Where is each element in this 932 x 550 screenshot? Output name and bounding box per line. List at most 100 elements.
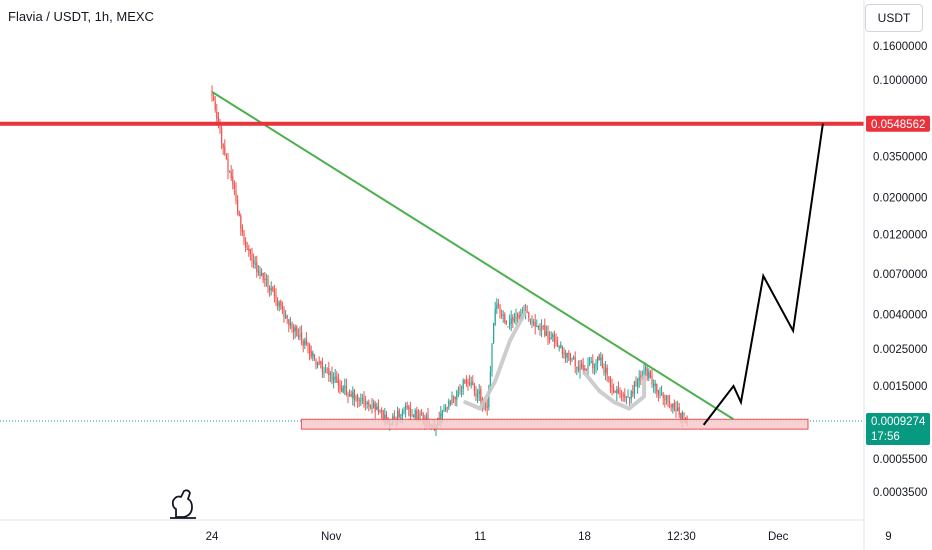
candle-body [401, 411, 403, 417]
candle-body [467, 382, 469, 384]
candle-body [485, 402, 487, 406]
candle-body [489, 371, 491, 391]
candle-body [333, 377, 335, 383]
candle-body [229, 171, 231, 173]
price-tick-label: 0.0003500 [873, 487, 927, 499]
candle-body [299, 334, 301, 338]
candle-body [281, 304, 283, 310]
candle-body [238, 210, 240, 217]
candle-body [240, 215, 242, 229]
candle-body [461, 390, 463, 392]
candle-body [579, 364, 581, 372]
candle-body [393, 416, 395, 419]
candle-body [486, 405, 488, 408]
candle-body [345, 386, 347, 395]
candle-body [363, 397, 365, 404]
candle-body [270, 288, 272, 291]
candle-body [315, 360, 317, 366]
candle-body [413, 415, 415, 418]
candle-body [227, 158, 229, 172]
candle-body [571, 358, 573, 360]
candle-body [597, 356, 599, 363]
candle-body [445, 408, 447, 411]
candle-body [512, 316, 514, 321]
candle-body [587, 365, 589, 370]
candle-body [384, 414, 386, 419]
candle-body [331, 372, 333, 381]
candle-body [254, 263, 256, 265]
candle-body [336, 376, 338, 383]
candle-body [349, 393, 351, 396]
candle-body [373, 402, 375, 408]
current-price-label: 0.0009274 [871, 416, 926, 428]
candle-body [285, 314, 287, 318]
candle-body [357, 395, 359, 401]
candle-body [494, 308, 496, 325]
candle-body [264, 278, 266, 280]
candle-body [221, 128, 223, 144]
candle-body [550, 337, 552, 340]
candle-body [409, 407, 411, 416]
candle-body [536, 326, 538, 328]
candle-body [243, 230, 245, 242]
price-tick-label: 0.0005500 [873, 454, 927, 466]
candle-body [211, 93, 213, 96]
time-tick-label: Nov [321, 531, 342, 543]
candle-body [462, 380, 464, 390]
countdown-label: 17:56 [871, 431, 900, 443]
candle-body [542, 325, 544, 327]
candle-body [405, 405, 407, 411]
candle-body [582, 364, 584, 370]
candle-body [675, 409, 677, 412]
candle-body [616, 389, 618, 394]
candle-body [670, 405, 672, 407]
descending-trendline [211, 90, 735, 421]
candle-body [294, 327, 296, 332]
candle-body [325, 370, 327, 372]
candle-body [277, 299, 279, 306]
candle-body [355, 396, 357, 399]
candle-body [326, 369, 328, 371]
candle-body [477, 395, 479, 397]
candle-body [305, 338, 307, 344]
candle-body [576, 366, 578, 368]
candle-body [291, 323, 293, 328]
candle-body [382, 410, 384, 420]
candle-body [654, 383, 656, 387]
candle-body [555, 339, 557, 343]
candle-body [541, 326, 543, 330]
candle-body [619, 392, 621, 395]
candle-body [245, 240, 247, 248]
candle-body [549, 338, 551, 341]
current-price-tag [866, 413, 930, 446]
candle-body [339, 384, 341, 389]
candle-body [453, 397, 455, 399]
candle-body [454, 397, 456, 400]
candle-body [249, 249, 251, 255]
candle-body [337, 380, 339, 386]
candle-body [625, 399, 627, 401]
time-tick-label: Dec [768, 531, 789, 543]
candle-body [283, 308, 285, 317]
candle-body [214, 101, 216, 111]
candle-body [501, 314, 503, 316]
candle-body [304, 340, 306, 345]
candle-body [497, 303, 499, 306]
price-axis: 0.1600000 0.1000000 0.0350000 0.0200000 0.01… [863, 0, 930, 550]
candle-body [414, 409, 416, 419]
price-tick-label: 0.0025000 [873, 344, 927, 356]
candle-body [464, 380, 466, 383]
candle-body [533, 321, 535, 323]
candle-body [581, 363, 583, 367]
candle-body [645, 367, 647, 370]
candle-body [289, 322, 291, 327]
candle-body [217, 117, 219, 122]
candle-body [681, 411, 683, 420]
candle-body [517, 314, 519, 316]
candle-body [257, 271, 259, 273]
drawings-layer [0, 90, 864, 430]
candle-body [547, 332, 549, 340]
currency-button[interactable]: USDT [865, 4, 923, 32]
candle-body [641, 375, 643, 377]
